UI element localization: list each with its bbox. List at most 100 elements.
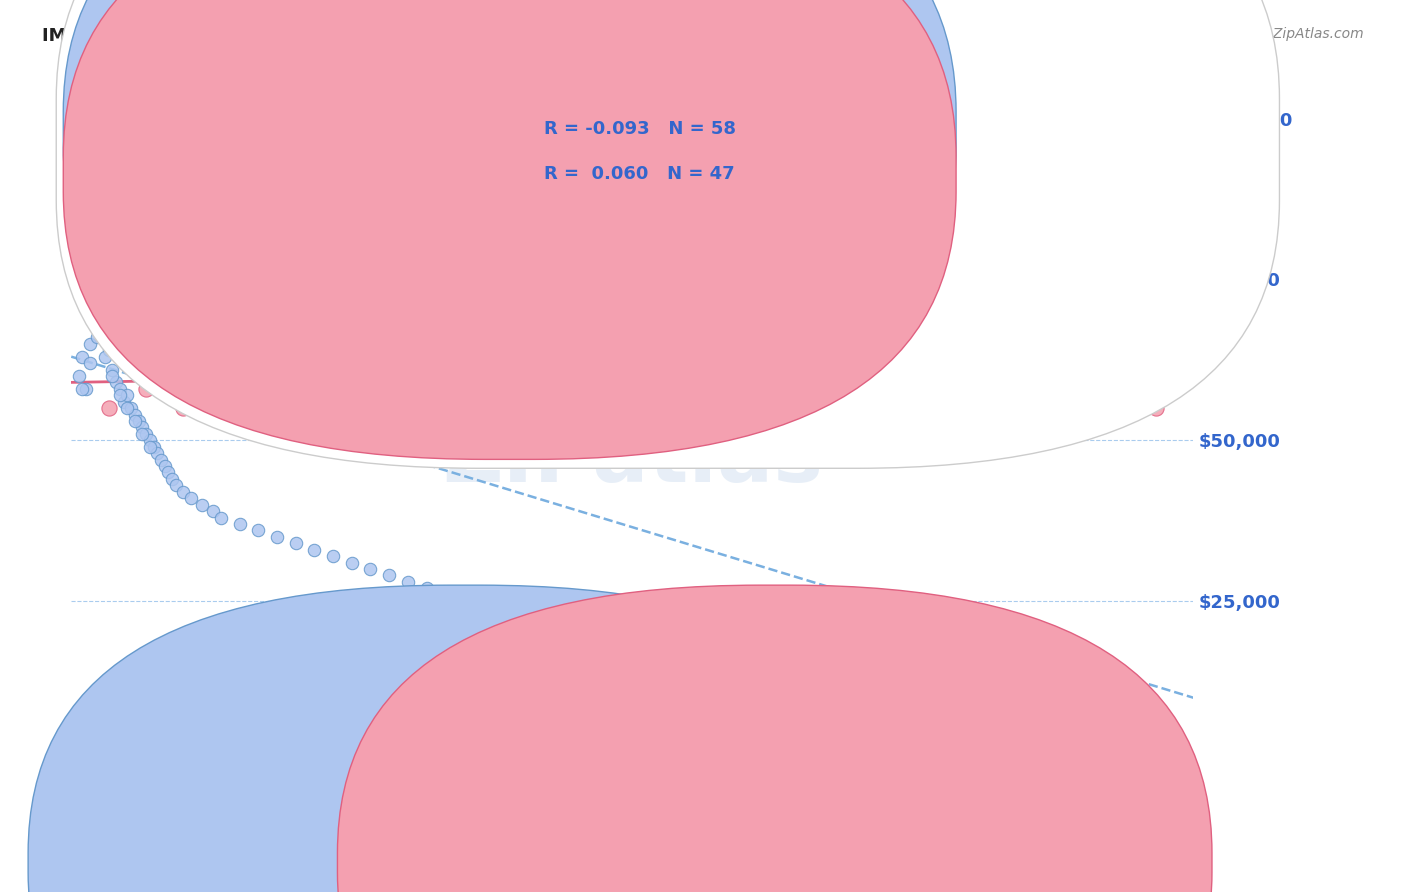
Point — [75, 382, 97, 396]
Point — [340, 556, 363, 570]
Text: R = -0.093   N = 58: R = -0.093 N = 58 — [544, 120, 737, 138]
Point — [658, 368, 681, 383]
Point — [90, 304, 112, 318]
Point — [1295, 356, 1317, 370]
Point — [146, 446, 169, 460]
Point — [180, 491, 202, 506]
Point — [976, 388, 998, 402]
Point — [434, 588, 457, 602]
Point — [101, 362, 124, 376]
Point — [117, 388, 139, 402]
Point — [995, 350, 1018, 364]
Point — [191, 498, 214, 512]
Point — [72, 350, 94, 364]
Point — [322, 356, 344, 370]
Point — [957, 388, 980, 402]
Point — [108, 388, 131, 402]
Point — [153, 458, 176, 473]
Point — [527, 350, 550, 364]
Point — [734, 376, 756, 390]
Point — [471, 594, 494, 608]
Point — [284, 536, 307, 550]
Text: 30.0%: 30.0% — [1136, 814, 1194, 831]
Point — [124, 408, 146, 422]
Point — [157, 466, 180, 480]
Point — [1070, 356, 1092, 370]
Point — [108, 382, 131, 396]
Point — [86, 292, 108, 306]
Point — [172, 484, 194, 499]
Point — [247, 524, 270, 538]
Point — [86, 330, 108, 344]
Point — [696, 240, 718, 254]
Point — [97, 401, 120, 416]
Point — [117, 401, 139, 416]
Point — [83, 318, 105, 332]
Point — [94, 324, 117, 338]
Point — [209, 510, 232, 524]
Point — [139, 434, 162, 448]
Point — [583, 388, 606, 402]
Point — [228, 388, 250, 402]
Point — [1144, 401, 1167, 416]
Point — [135, 426, 157, 441]
Text: Europeans: Europeans — [800, 852, 887, 870]
Point — [79, 356, 101, 370]
Point — [583, 658, 606, 673]
Point — [165, 478, 187, 492]
Point — [160, 472, 183, 486]
Point — [247, 350, 270, 364]
Point — [128, 414, 150, 428]
Point — [97, 343, 120, 358]
Point — [72, 382, 94, 396]
Point — [209, 368, 232, 383]
Point — [322, 549, 344, 563]
Point — [1032, 324, 1054, 338]
Point — [124, 414, 146, 428]
Point — [434, 356, 457, 370]
Text: R =  0.060   N = 47: R = 0.060 N = 47 — [544, 165, 735, 183]
Point — [640, 368, 662, 383]
Text: Source: ZipAtlas.com: Source: ZipAtlas.com — [1216, 27, 1364, 41]
Point — [112, 394, 135, 409]
Point — [1369, 401, 1392, 416]
Point — [509, 382, 531, 396]
Point — [1331, 484, 1354, 499]
Point — [139, 440, 162, 454]
Point — [1108, 382, 1130, 396]
Text: Immigrants from Uzbekistan: Immigrants from Uzbekistan — [472, 852, 709, 870]
Point — [105, 376, 128, 390]
Point — [79, 336, 101, 351]
Point — [266, 530, 288, 544]
Point — [621, 318, 644, 332]
Point — [228, 516, 250, 531]
Point — [131, 426, 153, 441]
Point — [1088, 401, 1111, 416]
Point — [284, 368, 307, 383]
Point — [153, 260, 176, 274]
Text: ZIPatlas: ZIPatlas — [441, 417, 823, 499]
Text: IMMIGRANTS FROM UZBEKISTAN VS EUROPEAN HOUSEHOLDER INCOME UNDER 25 YEARS CORRELA: IMMIGRANTS FROM UZBEKISTAN VS EUROPEAN H… — [42, 27, 1168, 45]
Point — [1201, 434, 1223, 448]
Point — [752, 382, 775, 396]
Point — [396, 336, 419, 351]
Text: 0.0%: 0.0% — [72, 814, 117, 831]
Point — [865, 368, 887, 383]
Point — [304, 542, 326, 557]
Point — [396, 574, 419, 589]
Point — [135, 382, 157, 396]
Point — [202, 504, 225, 518]
Point — [1219, 420, 1241, 434]
Point — [547, 607, 569, 621]
Point — [547, 350, 569, 364]
Point — [131, 420, 153, 434]
Point — [471, 368, 494, 383]
Point — [117, 356, 139, 370]
Point — [921, 376, 943, 390]
Point — [1182, 336, 1205, 351]
Point — [101, 368, 124, 383]
Point — [67, 368, 90, 383]
Point — [845, 362, 868, 376]
Point — [883, 318, 905, 332]
Point — [770, 356, 793, 370]
